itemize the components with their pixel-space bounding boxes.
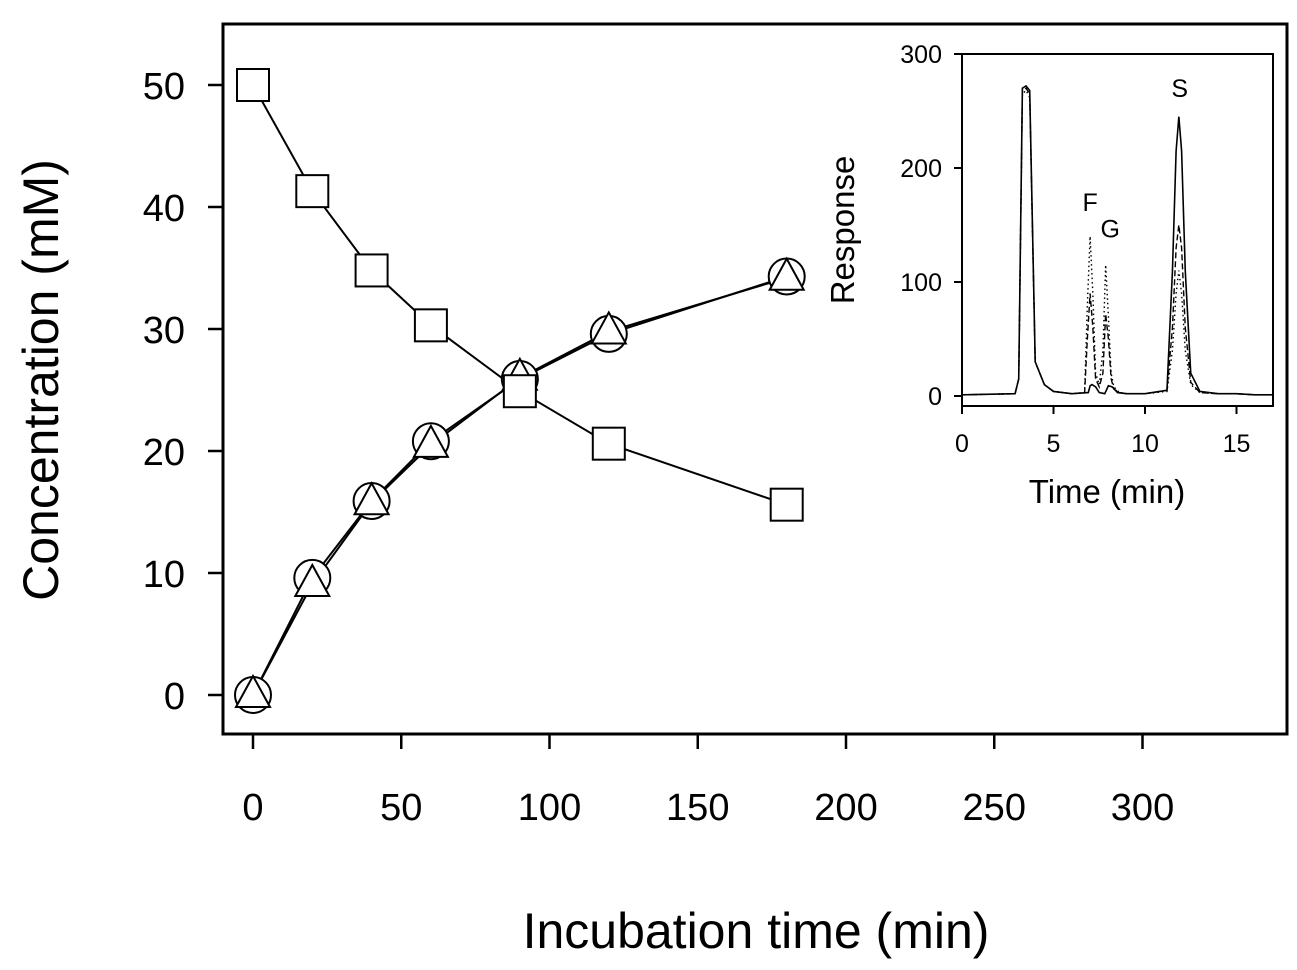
triangle-marker [768,256,806,291]
main-x-tick-label: 250 [963,787,1026,829]
square-marker [295,174,330,209]
main-x-axis-title: Incubation time (min) [523,903,990,959]
inset-chart: 0 5 10 15 0 100 200 300 FG S Time (min) Response [824,41,1274,510]
inset-axis-ticks: 0 5 10 15 0 100 200 300 [900,41,1250,458]
triangle-marker [234,673,272,708]
inset-y-tick-label: 300 [900,41,942,69]
main-x-tick-label: 150 [666,787,729,829]
square-marker [354,253,389,288]
main-x-tick-label: 50 [380,787,422,829]
inset-trace-solid [961,84,1274,396]
peak-label-S: S [1171,75,1188,103]
inset-x-tick-label: 10 [1131,430,1159,458]
main-x-tick-label: 100 [518,787,581,829]
main-y-tick-label: 0 [164,676,185,718]
inset-series-group [961,84,1274,396]
main-x-tick-label: 300 [1111,787,1174,829]
inset-y-axis-title: Response [824,156,861,305]
main-x-tick-label: 200 [814,787,877,829]
inset-trace-dotted [961,89,1274,396]
inset-y-tick-label: 100 [900,269,942,297]
peak-label-G: G [1101,215,1120,243]
triangle-marker [293,562,331,597]
main-y-tick-label: 30 [143,310,185,352]
triangle-marker [352,481,391,516]
square-marker [591,426,626,461]
square-marker [413,308,448,343]
inset-x-tick-label: 0 [955,430,969,458]
main-series-group [234,68,806,714]
triangle-marker [412,423,450,458]
inset-plot-frame [961,53,1274,407]
main-y-tick-label: 40 [143,188,185,230]
square-marker [236,68,270,102]
peak-label-F: F [1082,189,1097,217]
main-y-tick-label: 10 [143,554,185,596]
inset-y-tick-label: 0 [928,383,942,411]
inset-x-tick-label: 15 [1223,430,1251,458]
square-marker [502,374,537,409]
main-y-tick-label: 20 [143,432,185,474]
square-marker [769,487,804,522]
main-y-axis-title: Concentration (mM) [13,159,69,601]
triangle-marker [590,310,628,345]
inset-trace-dashed [961,87,1274,396]
inset-x-tick-label: 5 [1047,430,1061,458]
inset-x-axis-title: Time (min) [1029,473,1185,510]
inset-peak-labels: FG S [1082,75,1188,243]
main-x-tick-label: 0 [242,787,263,829]
main-y-tick-label: 50 [143,66,185,108]
inset-y-tick-label: 200 [900,155,942,183]
